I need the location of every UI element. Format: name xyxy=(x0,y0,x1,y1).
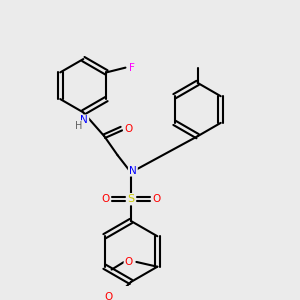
Text: S: S xyxy=(128,194,134,204)
Text: O: O xyxy=(101,194,110,204)
Text: O: O xyxy=(124,257,133,267)
Text: N: N xyxy=(80,116,88,125)
Text: H: H xyxy=(75,121,82,131)
Text: O: O xyxy=(124,124,132,134)
Text: N: N xyxy=(129,166,137,176)
Text: O: O xyxy=(152,194,161,204)
Text: O: O xyxy=(104,292,112,300)
Text: F: F xyxy=(129,63,135,73)
